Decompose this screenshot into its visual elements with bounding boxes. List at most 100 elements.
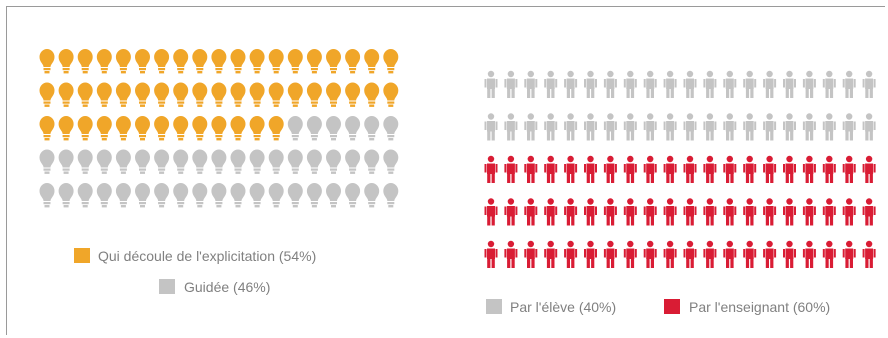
lightbulb-icon	[96, 82, 112, 107]
person-icon	[703, 198, 717, 226]
lightbulb-icon	[287, 82, 303, 107]
person-icon	[564, 240, 578, 268]
person-icon	[584, 70, 597, 98]
person-icon	[763, 113, 777, 141]
person-icon	[862, 198, 876, 226]
lightbulb-icon	[39, 149, 55, 174]
person-icon	[822, 70, 836, 98]
lightbulb-icon	[77, 82, 93, 107]
lightbulb-icon	[211, 183, 227, 208]
person-icon	[584, 198, 597, 226]
lightbulb-icon	[192, 149, 208, 174]
lightbulb-icon	[268, 49, 284, 74]
person-icon	[643, 198, 657, 226]
lightbulb-icon	[115, 82, 131, 107]
legend-label-explicitation: Qui découle de l'explicitation (54%)	[98, 248, 316, 264]
person-icon	[723, 70, 737, 98]
person-icon	[703, 155, 717, 183]
person-icon	[763, 70, 777, 98]
person-icon	[643, 155, 657, 183]
person-icon	[484, 240, 498, 268]
lightbulb-icon	[326, 149, 341, 174]
person-icon	[504, 70, 518, 98]
person-icon	[603, 240, 617, 268]
legend-swatch-guidee	[159, 279, 175, 294]
person-icon	[743, 113, 757, 141]
lightbulb-icon	[287, 49, 303, 74]
person-icon	[842, 113, 856, 141]
person-icon	[663, 70, 677, 98]
chart-frame	[6, 6, 885, 335]
person-icon	[603, 70, 617, 98]
lightbulb-icon	[383, 149, 399, 174]
lightbulb-icon	[77, 149, 93, 174]
lightbulb-icon	[58, 82, 74, 107]
legend-swatch-eleve	[486, 299, 502, 314]
lightbulb-icon	[230, 149, 246, 174]
lightbulb-icon	[306, 49, 322, 74]
lightbulb-icon	[364, 183, 380, 208]
person-icon	[802, 155, 816, 183]
person-icon	[842, 155, 856, 183]
lightbulb-icon	[192, 82, 208, 107]
lightbulb-icon	[383, 183, 399, 208]
person-icon	[564, 113, 578, 141]
lightbulb-icon	[135, 116, 150, 141]
lightbulb-icon	[173, 149, 189, 174]
lightbulb-icon	[192, 116, 208, 141]
lightbulb-icon	[96, 49, 112, 74]
person-icon	[484, 155, 498, 183]
person-icon	[862, 70, 876, 98]
lightbulb-icon	[39, 116, 55, 141]
person-icon	[663, 113, 677, 141]
lightbulb-icon	[154, 149, 170, 174]
person-icon	[842, 70, 856, 98]
person-icon	[683, 113, 697, 141]
person-icon	[564, 155, 578, 183]
person-icon	[663, 240, 677, 268]
person-icon	[802, 240, 816, 268]
person-icon	[484, 113, 498, 141]
legend-label-eleve: Par l'élève (40%)	[510, 299, 616, 315]
person-icon	[763, 240, 777, 268]
person-icon	[524, 240, 538, 268]
lightbulb-icon	[77, 116, 93, 141]
lightbulb-icon	[39, 49, 55, 74]
lightbulb-icon	[268, 116, 284, 141]
lightbulb-icon	[135, 49, 150, 74]
person-icon	[783, 240, 796, 268]
person-icon	[743, 240, 757, 268]
person-icon	[544, 113, 558, 141]
lightbulb-icon	[154, 183, 170, 208]
person-icon	[723, 113, 737, 141]
lightbulb-icon	[39, 183, 55, 208]
person-icon	[802, 70, 816, 98]
lightbulb-icon	[268, 82, 284, 107]
person-icon	[802, 198, 816, 226]
lightbulb-icon	[135, 149, 150, 174]
lightbulb-icon	[135, 183, 150, 208]
person-icon	[623, 70, 637, 98]
person-icon	[783, 155, 796, 183]
lightbulb-icon	[211, 149, 227, 174]
person-icon	[484, 70, 498, 98]
lightbulb-icon	[383, 82, 399, 107]
lightbulb-icon	[326, 82, 341, 107]
person-icon	[723, 155, 737, 183]
lightbulb-icon	[173, 82, 189, 107]
lightbulb-icon	[58, 183, 74, 208]
lightbulb-icon	[326, 49, 341, 74]
lightbulb-icon	[364, 149, 380, 174]
lightbulb-icon	[135, 82, 150, 107]
lightbulb-icon	[345, 82, 361, 107]
lightbulb-icon	[345, 116, 361, 141]
person-icon	[504, 198, 518, 226]
person-icon	[623, 198, 637, 226]
lightbulb-icon	[39, 82, 55, 107]
legend-swatch-enseignant	[664, 299, 680, 314]
person-icon	[723, 240, 737, 268]
lightbulb-icon	[230, 115, 246, 141]
person-icon	[842, 240, 856, 268]
person-icon	[703, 240, 717, 268]
